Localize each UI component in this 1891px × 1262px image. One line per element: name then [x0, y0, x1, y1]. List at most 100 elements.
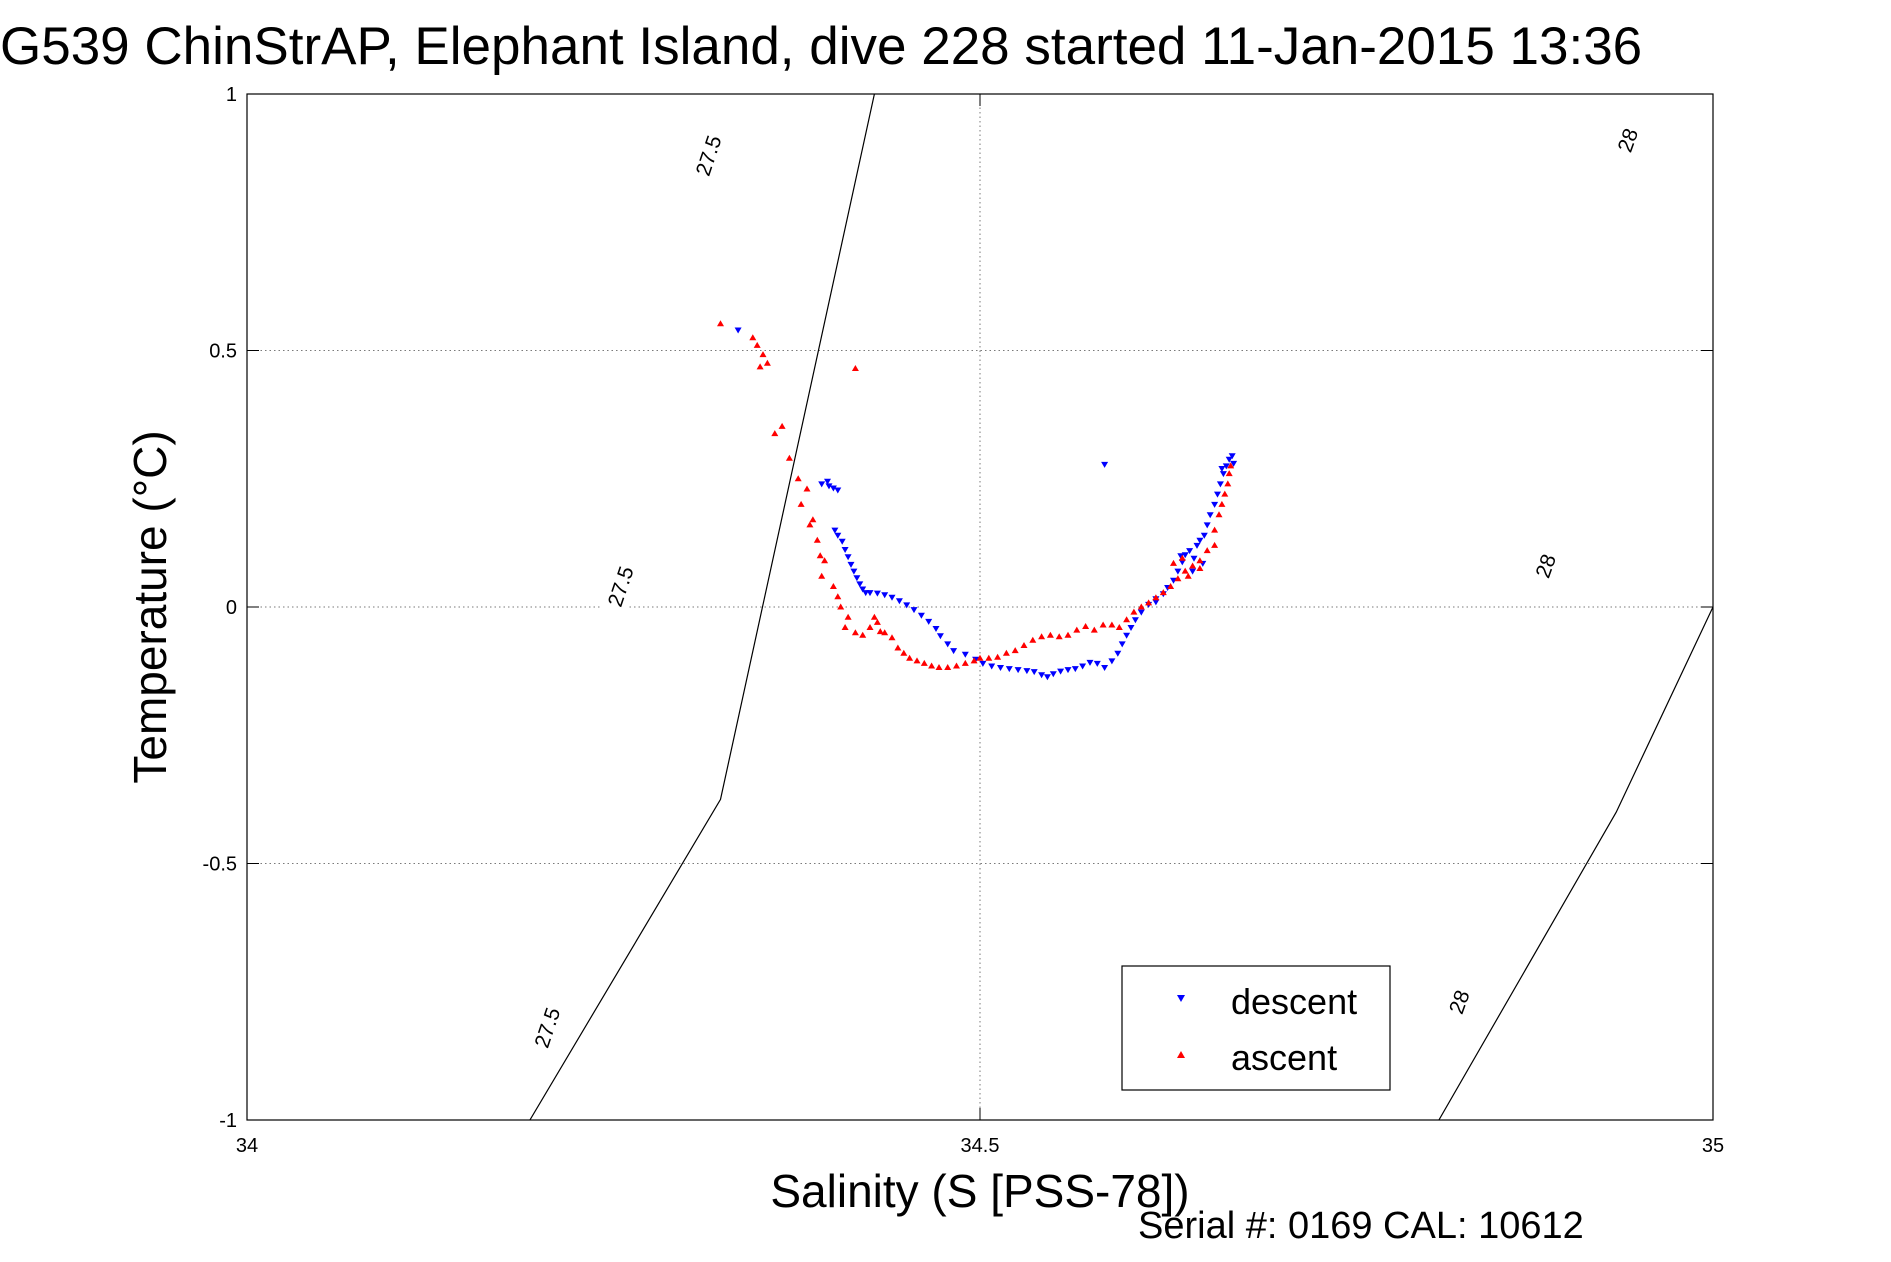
descent-point — [888, 594, 896, 601]
descent-point — [1200, 532, 1208, 539]
descent-point — [1203, 522, 1211, 529]
ascent-point — [753, 341, 761, 348]
ascent-point — [935, 664, 943, 670]
ascent-point — [1178, 554, 1186, 561]
serial-cal-footer: Serial #: 0169 CAL: 10612 — [1138, 1205, 1584, 1247]
ascent-point — [1020, 642, 1028, 648]
ascent-point — [1002, 649, 1010, 656]
ascent-point — [1123, 616, 1131, 623]
descent-point — [1170, 577, 1177, 584]
ascent-point — [1181, 567, 1189, 574]
descent-point — [873, 590, 881, 597]
descent-point — [1123, 632, 1131, 639]
y-axis-label: Temperature (°C) — [124, 430, 176, 783]
data-points-layer — [717, 320, 1238, 681]
descent-point — [936, 633, 944, 640]
descent-point — [1230, 460, 1238, 467]
ascent-point — [1115, 624, 1123, 630]
descent-point — [1014, 667, 1022, 674]
legend-marker-ascent — [1177, 1051, 1185, 1058]
descent-point — [1101, 665, 1109, 671]
descent-point — [1093, 660, 1101, 667]
legend-label-ascent: ascent — [1231, 1037, 1337, 1078]
descent-point — [1193, 542, 1201, 549]
ascent-point — [759, 351, 767, 358]
ascent-point — [821, 557, 829, 564]
descent-point — [881, 592, 889, 599]
descent-point — [1177, 553, 1185, 560]
ascent-point — [851, 365, 859, 371]
descent-point — [1178, 559, 1186, 566]
descent-point — [1228, 453, 1236, 460]
ascent-point — [851, 629, 859, 636]
ascent-point — [1224, 480, 1232, 487]
ascent-point — [928, 662, 936, 669]
descent-point — [1211, 501, 1219, 508]
descent-point — [818, 481, 826, 488]
grid-layer — [247, 94, 1713, 1120]
ascent-point — [994, 653, 1002, 660]
ascent-point — [881, 629, 889, 636]
descent-point — [853, 575, 861, 582]
descent-point — [997, 665, 1004, 671]
ascent-point — [1046, 631, 1054, 638]
density-contour-line — [1438, 603, 1713, 1120]
descent-point — [1214, 491, 1221, 498]
ascent-point — [803, 485, 811, 492]
x-tick-label: 35 — [1702, 1135, 1724, 1157]
y-tick-label: 0.5 — [209, 341, 237, 363]
legend-box — [1121, 965, 1391, 1091]
ascent-point — [888, 634, 896, 641]
descent-point — [841, 547, 849, 553]
ascent-point — [1038, 633, 1046, 640]
y-tick-label: -1 — [219, 1110, 237, 1132]
descent-point — [1174, 568, 1182, 575]
ascent-point — [961, 659, 969, 666]
descent-point — [1064, 667, 1072, 674]
ascent-point — [1167, 583, 1175, 589]
descent-point — [1108, 658, 1116, 665]
descent-point — [1086, 659, 1094, 666]
descent-point — [850, 568, 858, 575]
ascent-point — [778, 422, 786, 429]
ascent-point — [1189, 562, 1197, 569]
descent-point — [1189, 568, 1197, 575]
descent-point — [834, 487, 842, 494]
descent-point — [1186, 548, 1194, 555]
ascent-point — [771, 430, 779, 437]
descent-point — [1137, 609, 1145, 616]
descent-point — [1114, 650, 1122, 657]
ascent-point — [906, 654, 914, 661]
descent-point — [925, 618, 933, 625]
ascent-point — [1203, 547, 1211, 554]
ascent-point — [841, 624, 849, 630]
tick-layer: 34 34.5 35 -1 -0.5 0 0.5 1 — [203, 84, 1725, 1157]
y-tick-label: 1 — [226, 84, 237, 106]
density-contour-label-bg — [1610, 120, 1646, 160]
descent-point — [824, 478, 831, 485]
ascent-point — [1029, 636, 1037, 643]
ascent-point — [1082, 623, 1090, 629]
ascent-point — [829, 583, 837, 589]
ascent-point — [870, 613, 878, 620]
ascent-point — [1221, 490, 1229, 497]
ascent-point — [1064, 631, 1072, 638]
descent-point — [988, 663, 996, 670]
descent-point — [961, 651, 969, 658]
descent-point — [932, 626, 940, 632]
chart-title: G539 ChinStrAP, Elephant Island, dive 22… — [0, 17, 1642, 76]
ascent-point — [756, 363, 764, 370]
ascent-point — [970, 657, 978, 664]
descent-point — [859, 586, 867, 593]
ascent-point — [1211, 526, 1219, 533]
ascent-point — [813, 536, 821, 543]
ascent-point — [1159, 589, 1167, 596]
descent-point — [895, 598, 903, 605]
y-tick-label: 0 — [226, 597, 237, 619]
ascent-point — [1196, 557, 1204, 564]
descent-point — [1023, 668, 1031, 675]
density-contour-label-bg — [526, 996, 569, 1059]
ascent-point — [794, 475, 802, 482]
